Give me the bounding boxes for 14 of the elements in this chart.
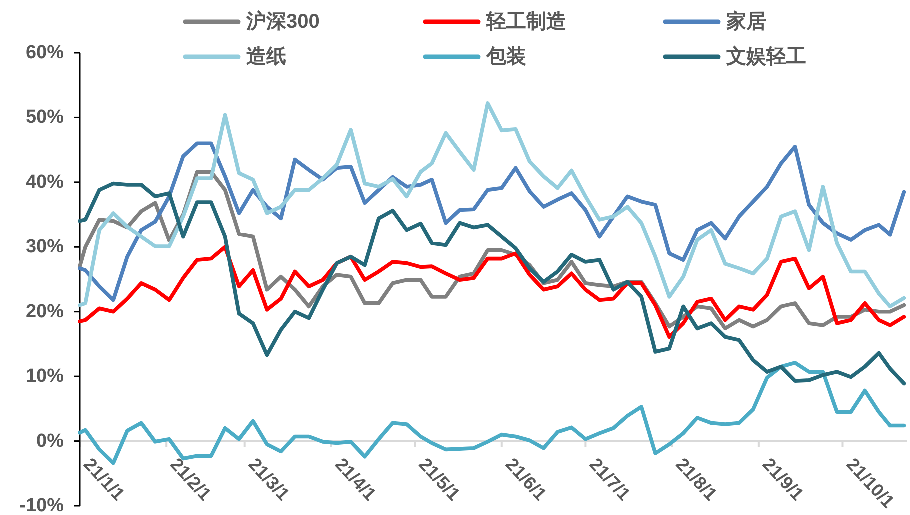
legend-label: 造纸 — [246, 46, 286, 68]
y-tick-label: 40% — [26, 172, 64, 193]
legend-label: 家居 — [726, 10, 766, 33]
legend-label: 轻工制造 — [486, 11, 566, 33]
legend-label: 文娱轻工 — [726, 45, 806, 68]
y-tick-label: 0% — [36, 430, 64, 452]
legend-label: 包装 — [486, 46, 526, 68]
y-tick-label: 60% — [26, 42, 64, 64]
y-tick-label: 20% — [26, 301, 64, 322]
y-tick-label: 50% — [26, 107, 64, 128]
legend-label: 沪深300 — [246, 10, 320, 33]
y-tick-label: 30% — [26, 236, 64, 258]
y-tick-label: 10% — [26, 366, 64, 388]
y-tick-label: -10% — [20, 496, 64, 515]
